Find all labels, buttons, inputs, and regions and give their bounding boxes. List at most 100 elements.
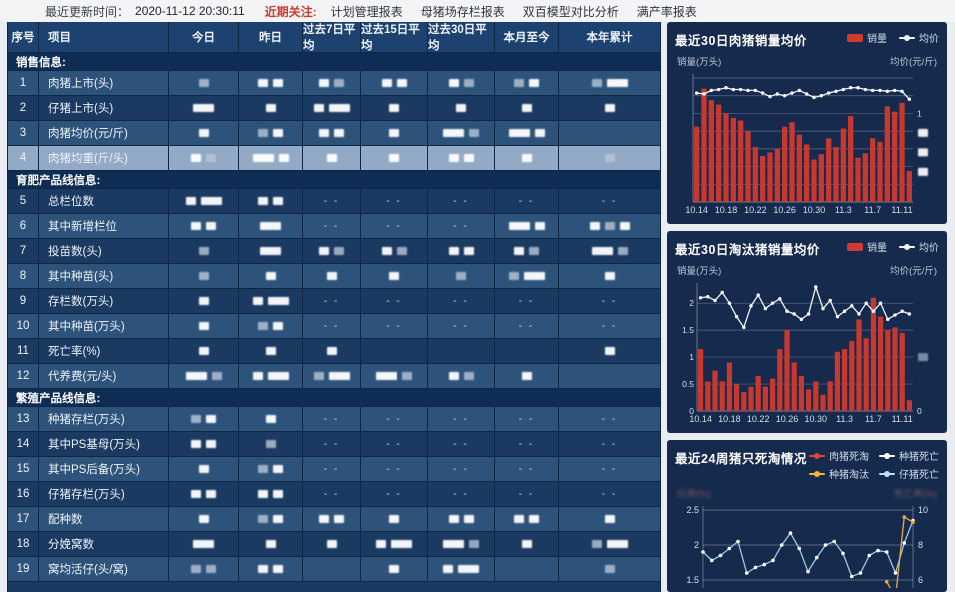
legend-item-销量[interactable]: 销量 [847, 30, 887, 45]
legend-item-肉猪死淘[interactable]: 肉猪死淘 [809, 448, 869, 463]
redacted-value-block [319, 79, 329, 87]
no-data-dashes: - - [601, 488, 618, 500]
value-cell [495, 71, 559, 95]
no-data-dashes: - - [323, 320, 340, 332]
table-row-3[interactable]: 3 肉猪均价(元/斤) [8, 121, 660, 146]
redacted-value-block [334, 79, 344, 87]
value-cell [559, 339, 660, 363]
redacted-value-block [376, 372, 397, 380]
table-row-1[interactable]: 1 肉猪上市(头) [8, 71, 660, 96]
value-cell [303, 146, 361, 170]
redacted-value-block [191, 222, 201, 230]
table-row-5[interactable]: 5 总栏位数 - - - - - - - - - - [8, 189, 660, 214]
value-cell: - - [428, 289, 495, 313]
svg-text:11.3: 11.3 [836, 414, 853, 424]
redacted-value-block [448, 154, 459, 162]
no-data-dashes: - - [453, 220, 469, 232]
no-data-dashes: - - [518, 295, 535, 307]
table-row-19[interactable]: 19 窝均活仔(头/窝) [8, 557, 660, 582]
legend-item-均价[interactable]: 均价 [899, 239, 939, 254]
redacted-value-block [402, 372, 412, 380]
chart-title: 最近30日淘汰猪销量均价 [675, 243, 820, 257]
legend-item-种猪淘汰[interactable]: 种猪淘汰 [809, 466, 869, 481]
value-cell [169, 214, 239, 238]
table-row-10[interactable]: 10 其中种苗(万头) - - - - - - - - - - [8, 314, 660, 339]
svg-text:10.22: 10.22 [744, 205, 767, 215]
topbar-menu-item-3[interactable]: 满产率报表 [636, 4, 697, 19]
table-row-16[interactable]: 16 仔猪存栏(万头) - - - - - - - - - - [8, 482, 660, 507]
value-cell [169, 314, 239, 338]
redacted-value-block [619, 222, 630, 230]
redacted-value-block [376, 540, 386, 548]
legend-item-仔猪死亡[interactable]: 仔猪死亡 [879, 466, 939, 481]
value-cell [428, 96, 495, 120]
redacted-value-block [206, 154, 216, 162]
table-row-7[interactable]: 7 投苗数(头) [8, 239, 660, 264]
no-data-dashes: - - [453, 438, 469, 450]
column-header: 过去30日平均 [428, 22, 495, 52]
row-label: 肉猪上市(头) [39, 71, 169, 95]
table-row-8[interactable]: 8 其中种苗(头) [8, 264, 660, 289]
value-cell [303, 239, 361, 263]
table-row-2[interactable]: 2 仔猪上市(头) [8, 96, 660, 121]
value-cell [428, 121, 495, 145]
redacted-value-block [606, 540, 628, 548]
svg-text:10.30: 10.30 [805, 414, 828, 424]
table-row-11[interactable]: 11 死亡率(%) [8, 339, 660, 364]
value-cell: - - [303, 482, 361, 506]
redacted-value-block [381, 247, 392, 255]
redacted-value-block [198, 297, 209, 305]
value-cell [495, 507, 559, 531]
no-data-dashes: - - [386, 413, 402, 425]
value-cell [239, 482, 303, 506]
row-label: 仔猪上市(头) [39, 96, 169, 120]
table-row-18[interactable]: 18 分娩窝数 [8, 532, 660, 557]
redacted-value-block [252, 154, 274, 162]
redacted-value-block [469, 129, 479, 137]
value-cell: - - [559, 432, 660, 456]
topbar-menu-item-1[interactable]: 母猪场存栏报表 [420, 4, 505, 19]
no-data-dashes: - - [323, 413, 340, 425]
left-axis-label: 销量(万头) [677, 266, 722, 277]
chart-legend: 肉猪死淘 种猪死亡 种猪淘汰 仔猪死亡 [809, 448, 939, 481]
table-row-4[interactable]: 4 肉猪均重(斤/头) [8, 146, 660, 171]
svg-text:0: 0 [689, 406, 694, 416]
redacted-value-block [198, 79, 209, 87]
redacted-value-block [508, 129, 530, 137]
legend-item-销量[interactable]: 销量 [847, 239, 887, 254]
no-data-dashes: - - [453, 413, 469, 425]
redacted-value-block [267, 372, 289, 380]
legend-label: 销量 [867, 243, 887, 254]
redacted-value-block [514, 247, 524, 255]
svg-text:2: 2 [689, 298, 694, 308]
value-cell [303, 264, 361, 288]
legend-item-均价[interactable]: 均价 [899, 30, 939, 45]
svg-text:2.5: 2.5 [686, 505, 699, 515]
table-row-13[interactable]: 13 种猪存栏(万头) - - - - - - - - - - [8, 407, 660, 432]
row-label: 肉猪均价(元/斤) [39, 121, 169, 145]
no-data-dashes: - - [386, 488, 402, 500]
topbar-menu-item-0[interactable]: 计划管理报表 [330, 4, 403, 19]
value-cell [169, 457, 239, 481]
value-cell: - - [303, 189, 361, 213]
value-cell: - - [428, 407, 495, 431]
no-data-dashes: - - [323, 438, 340, 450]
redacted-value-block [458, 565, 479, 573]
table-row-17[interactable]: 17 配种数 [8, 507, 660, 532]
topbar-menu-item-2[interactable]: 双百模型对比分析 [522, 4, 619, 19]
redacted-value-block [443, 129, 464, 137]
table-row-9[interactable]: 9 存栏数(万头) - - - - - - - - - - [8, 289, 660, 314]
redacted-value-block [258, 79, 268, 87]
table-row-15[interactable]: 15 其中PS后备(万头) - - - - - - - - - - [8, 457, 660, 482]
table-row-14[interactable]: 14 其中PS基母(万头) - - - - - - - - - - [8, 432, 660, 457]
row-label: 总栏位数 [39, 189, 169, 213]
legend-item-种猪死亡[interactable]: 种猪死亡 [879, 448, 939, 463]
left-axis-label-redacted: 比率(%) [677, 489, 711, 500]
redacted-value-block [313, 372, 324, 380]
table-row-6[interactable]: 6 其中新增栏位 - - - - - - [8, 214, 660, 239]
redacted-value-block [198, 129, 209, 137]
table-row-12[interactable]: 12 代养费(元/头) [8, 364, 660, 389]
redacted-value-block [273, 465, 283, 473]
value-cell [428, 146, 495, 170]
no-data-dashes: - - [453, 488, 469, 500]
